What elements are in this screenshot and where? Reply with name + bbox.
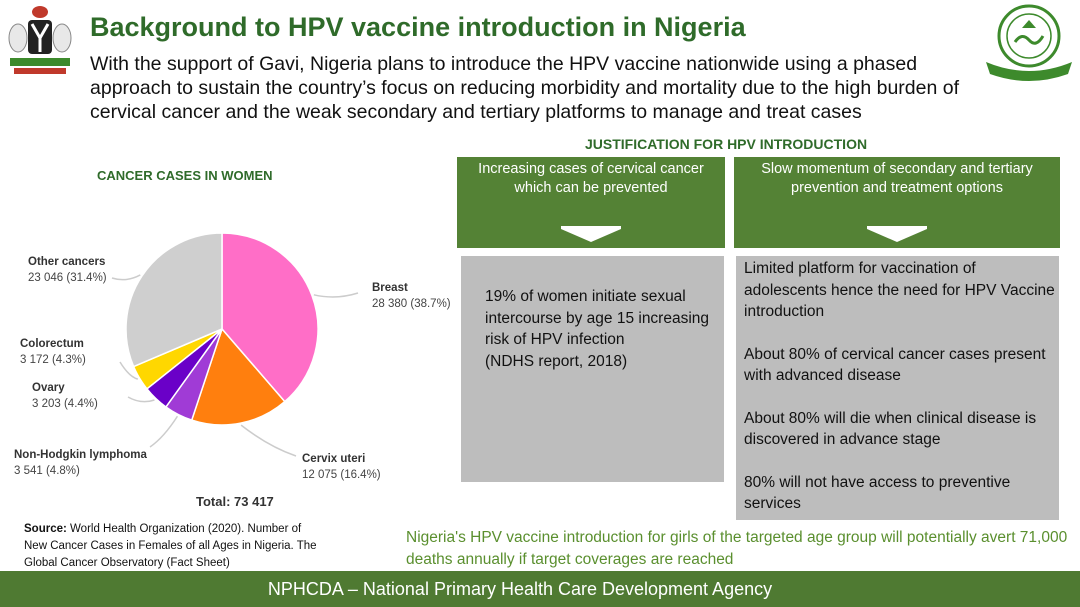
source-label: Source:	[24, 523, 67, 535]
footer-text: NPHCDA – National Primary Health Care De…	[267, 579, 773, 599]
pie-label-value: 3 541 (4.8%)	[14, 465, 80, 477]
pie-slice-cervix-uteri	[190, 327, 286, 426]
pie-label-value: 3 172 (4.3%)	[20, 354, 86, 366]
leader-line	[127, 396, 155, 403]
justification-heading: JUSTIFICATION FOR HPV INTRODUCTION	[585, 136, 868, 152]
down-arrow-icon	[867, 229, 927, 242]
cancer-pie-chart: Breast 28 380 (38.7%) Cervix uteri 12 075 (…	[14, 232, 450, 509]
cervical-fact: 19% of women initiate sexual intercourse…	[485, 288, 710, 348]
chart-title: CANCER CASES IN WOMEN	[97, 168, 273, 183]
page-title: Background to HPV vaccine introduction i…	[90, 12, 746, 42]
justification-box-cervical: Increasing cases of cervical cancer whic…	[457, 157, 725, 248]
pie-label-value: 12 075 (16.4%)	[302, 469, 381, 481]
pie-label-name: Cervix uteri	[302, 453, 365, 465]
down-arrow-icon	[561, 229, 621, 242]
justification-box-treatment: Slow momentum of secondary and tertiary …	[734, 157, 1060, 248]
nphcda-seal-icon	[986, 4, 1072, 81]
leader-line	[111, 274, 141, 281]
justification-box-treatment-title: Slow momentum of secondary and tertiary …	[761, 161, 1033, 196]
leader-line	[119, 361, 139, 380]
conclusion-text: Nigeria's HPV vaccine introduction for g…	[406, 529, 1068, 568]
pie-label-value: 28 380 (38.7%)	[372, 298, 450, 310]
pie-label-name: Other cancers	[28, 256, 105, 268]
cervical-fact-source: (NDHS report, 2018)	[485, 352, 628, 370]
treatment-fact: About 80% will die when clinical disease…	[744, 409, 1037, 449]
pie-total-label: Total: 73 417	[196, 494, 274, 509]
treatment-fact: 80% will not have access to preventive s…	[744, 473, 1011, 513]
pie-slice-other-cancers	[125, 232, 223, 368]
treatment-fact: Limited platform for vaccination of adol…	[744, 260, 1055, 320]
pie-slice-breast	[221, 232, 319, 403]
down-arrow-bar	[561, 226, 621, 229]
pie-label-value: 3 203 (4.4%)	[32, 398, 98, 410]
pie-label-name: Non-Hodgkin lymphoma	[14, 449, 147, 461]
source-text: World Health Organization (2020). Number…	[24, 523, 317, 569]
treatment-facts-panel: Limited platform for vaccination of adol…	[736, 256, 1059, 520]
justification-box-cervical-title: Increasing cases of cervical cancer whic…	[478, 161, 704, 196]
pie-label-value: 23 046 (31.4%)	[28, 272, 107, 284]
nigeria-coat-of-arms-icon	[8, 6, 72, 74]
treatment-fact: About 80% of cervical cancer cases prese…	[744, 345, 1046, 385]
source-citation: Source: World Health Organization (2020)…	[24, 521, 324, 572]
leader-line	[149, 415, 179, 448]
pie-label-name: Colorectum	[20, 338, 84, 350]
pie-label-name: Ovary	[32, 382, 65, 394]
leader-line	[240, 424, 297, 457]
intro-paragraph: With the support of Gavi, Nigeria plans …	[90, 53, 959, 123]
leader-line	[313, 292, 359, 298]
down-arrow-bar	[867, 226, 927, 229]
pie-label-name: Breast	[372, 282, 408, 294]
footer-bar: NPHCDA – National Primary Health Care De…	[0, 571, 1080, 607]
cervical-facts-panel: 19% of women initiate sexual intercourse…	[461, 256, 724, 482]
